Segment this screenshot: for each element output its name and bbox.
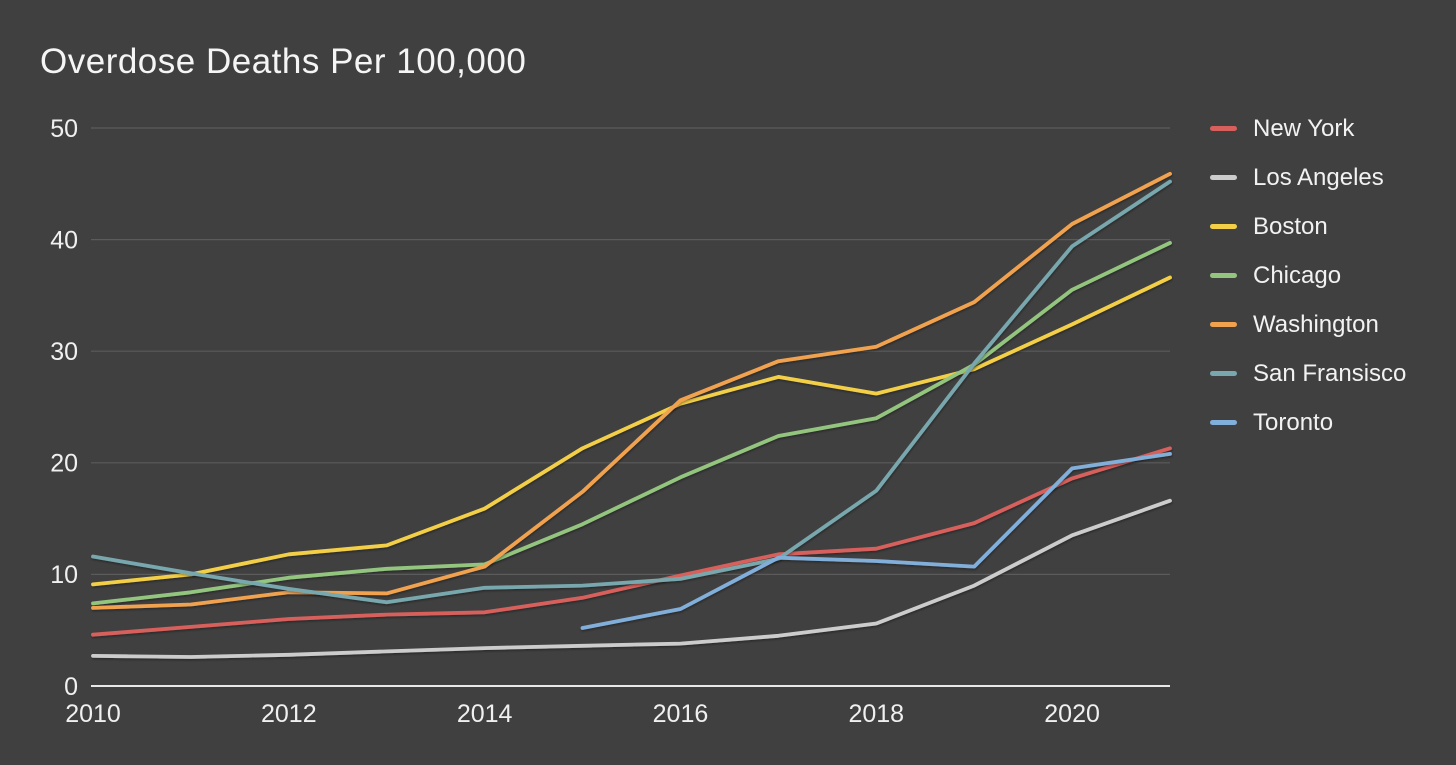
y-tick-label-10: 10 xyxy=(50,561,78,589)
series-line-los-angeles xyxy=(91,498,1172,659)
x-axis-tick-labels: 2010 2012 2014 2016 2018 2020 xyxy=(65,700,1100,728)
legend-item-boston: Boston xyxy=(1210,202,1406,251)
legend-item-washington: Washington xyxy=(1210,300,1406,349)
legend-label: Los Angeles xyxy=(1253,163,1384,191)
y-axis-tick-labels: 0 10 20 30 40 50 xyxy=(50,115,78,701)
legend-item-new-york: New York xyxy=(1210,104,1406,153)
legend-dash-icon xyxy=(1210,224,1237,229)
legend-dash-icon xyxy=(1210,420,1237,425)
chart-legend: New York Los Angeles Boston Chicago Washingt… xyxy=(1210,104,1406,447)
legend-item-los-angeles: Los Angeles xyxy=(1210,153,1406,202)
legend-label: New York xyxy=(1253,114,1355,142)
series-line-san-fransisco xyxy=(91,179,1172,605)
legend-dash-icon xyxy=(1210,126,1237,131)
legend-label: Chicago xyxy=(1253,261,1342,289)
series-line-washington xyxy=(91,171,1172,610)
y-tick-label-30: 30 xyxy=(50,338,78,366)
x-tick-label-2020: 2020 xyxy=(1044,700,1100,728)
series-line-boston xyxy=(91,275,1172,587)
x-tick-label-2010: 2010 xyxy=(65,700,121,728)
legend-label: Boston xyxy=(1253,212,1328,240)
y-tick-label-0: 0 xyxy=(64,673,78,701)
series-line-new-york xyxy=(91,446,1172,637)
legend-label: Washington xyxy=(1253,310,1379,338)
legend-dash-icon xyxy=(1210,322,1237,327)
series-line-chicago xyxy=(91,240,1172,606)
series-lines xyxy=(91,171,1172,659)
legend-item-toronto: Toronto xyxy=(1210,398,1406,447)
series-line-toronto xyxy=(580,451,1172,630)
legend-label: Toronto xyxy=(1253,408,1334,436)
y-tick-label-40: 40 xyxy=(50,226,78,254)
legend-dash-icon xyxy=(1210,175,1237,180)
legend-dash-icon xyxy=(1210,273,1237,278)
x-tick-label-2012: 2012 xyxy=(261,700,317,728)
legend-item-chicago: Chicago xyxy=(1210,251,1406,300)
chart-title: Overdose Deaths Per 100,000 xyxy=(40,42,527,81)
legend-label: San Fransisco xyxy=(1253,359,1407,387)
x-tick-label-2016: 2016 xyxy=(653,700,709,728)
legend-dash-icon xyxy=(1210,371,1237,376)
y-tick-label-20: 20 xyxy=(50,450,78,478)
x-tick-label-2018: 2018 xyxy=(848,700,904,728)
gridlines xyxy=(91,127,1170,687)
x-tick-label-2014: 2014 xyxy=(457,700,513,728)
y-tick-label-50: 50 xyxy=(50,115,78,143)
legend-item-san-fransisco: San Fransisco xyxy=(1210,349,1406,398)
